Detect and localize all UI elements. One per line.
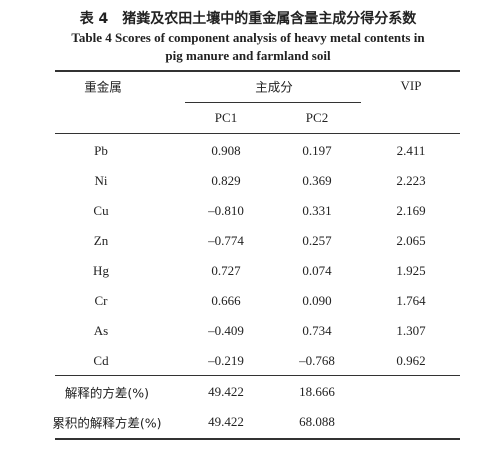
subheader-cell: PC1	[214, 110, 238, 125]
cell: 0.257	[302, 233, 332, 248]
cell: –0.768	[299, 353, 335, 368]
table-title: 表 4 猪粪及农田土壤中的重金属含量主成分得分系数	[79, 11, 417, 27]
footer-label: 解释的方差(%)	[64, 385, 150, 401]
cell: 0.962	[396, 353, 426, 368]
footer-label: 累积的解释方差(%)	[52, 415, 162, 431]
subheader-cell: PC2	[305, 110, 329, 125]
footer-cell: 68.088	[299, 414, 335, 429]
caption-line: Table 4 Scores of component analysis of …	[71, 30, 425, 45]
row-label: Ni	[94, 173, 108, 188]
row-label: Cr	[94, 293, 108, 308]
top-rule	[55, 70, 460, 72]
cell: 0.090	[302, 293, 332, 308]
cell: 0.369	[302, 173, 332, 188]
cell: 1.764	[396, 293, 426, 308]
cell: 0.727	[211, 263, 241, 278]
cell: 1.307	[396, 323, 426, 338]
cell: 0.734	[302, 323, 332, 338]
footer-cell: 49.422	[208, 384, 244, 399]
header-cell: VIP	[400, 78, 422, 93]
cell: 2.223	[396, 173, 426, 188]
row-label: Cd	[93, 353, 109, 368]
cell: 1.925	[396, 263, 426, 278]
caption-line: pig manure and farmland soil	[165, 48, 331, 63]
cell: 0.666	[211, 293, 241, 308]
row-label: Cu	[93, 203, 109, 218]
footer-cell: 18.666	[299, 384, 335, 399]
cell: –0.409	[208, 323, 244, 338]
cell: 0.908	[211, 143, 241, 158]
cell: 2.411	[396, 143, 426, 158]
row-label: Zn	[93, 233, 109, 248]
row-label: As	[93, 323, 109, 338]
cell: 2.065	[396, 233, 426, 248]
cell: 2.169	[396, 203, 426, 218]
group-rule	[185, 102, 361, 103]
row-label: Hg	[93, 263, 109, 278]
header-rule	[55, 133, 460, 134]
header-cell: 主成分	[255, 79, 293, 95]
footer-cell: 49.422	[208, 414, 244, 429]
cell: –0.219	[208, 353, 244, 368]
cell: –0.774	[208, 233, 244, 248]
cell: 0.074	[302, 263, 332, 278]
body-rule	[55, 375, 460, 376]
cell: 0.197	[302, 143, 332, 158]
cell: 0.829	[211, 173, 241, 188]
bottom-rule	[55, 438, 460, 440]
header-cell: 重金属	[84, 79, 122, 95]
cell: 0.331	[302, 203, 332, 218]
cell: –0.810	[208, 203, 244, 218]
row-label: Pb	[94, 143, 108, 158]
